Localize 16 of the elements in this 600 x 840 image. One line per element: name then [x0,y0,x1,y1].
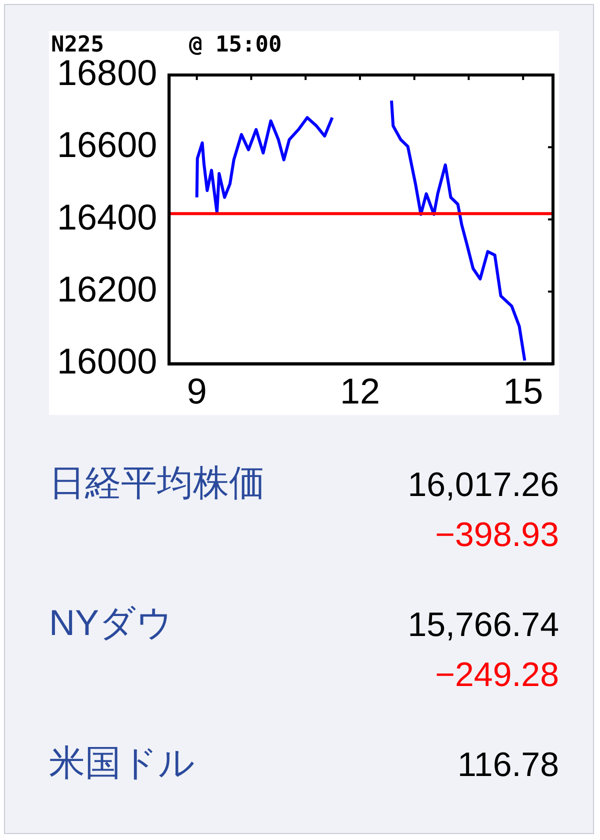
data-label: −249.28 [434,655,559,696]
data-label: 16,017.26 [408,466,559,504]
data-label: −398.93 [434,515,559,556]
chart-subtitle: @ 15:00 [189,32,282,58]
y-tick-label: 16600 [57,124,158,166]
category-label: NYダウ [49,601,174,645]
y-tick-label: 16200 [57,268,158,310]
data-label: 15,766.74 [408,606,559,644]
x-tick-label: 9 [186,370,207,412]
x-tick-label: 15 [503,370,544,412]
category-label: 日経平均株価 [49,461,265,505]
x-tick-label: 12 [340,370,380,412]
y-tick-label: 16000 [57,340,158,382]
category-label: 米国ドル [49,741,195,785]
y-tick-label: 16400 [57,196,158,238]
data-label: 116.78 [458,746,559,784]
